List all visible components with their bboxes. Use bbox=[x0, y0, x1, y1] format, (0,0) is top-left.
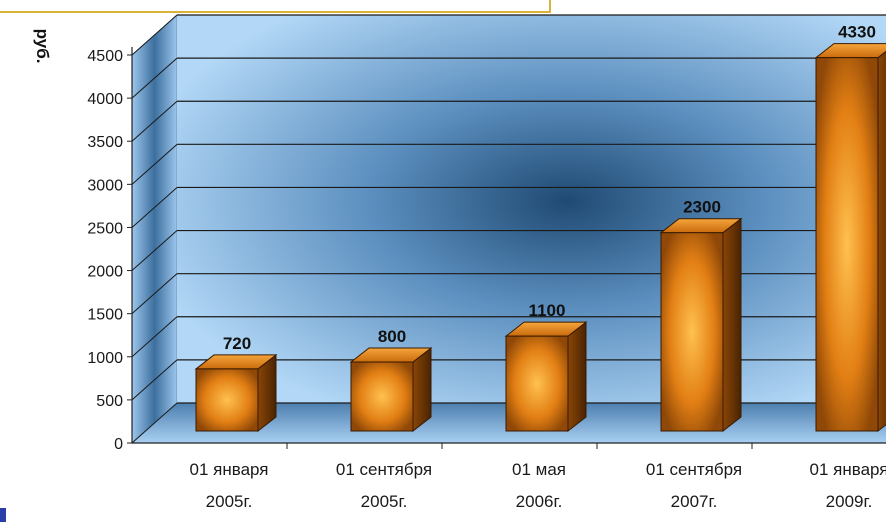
bar-front bbox=[195, 368, 259, 432]
data-label: 2300 bbox=[683, 198, 721, 217]
x-tick-label: 01 сентября bbox=[646, 460, 742, 479]
y-tick-label: 4500 bbox=[87, 48, 123, 65]
y-tick-label: 1500 bbox=[87, 307, 123, 324]
bar-side bbox=[567, 321, 587, 433]
x-tick-label-year: 2009г. bbox=[826, 492, 873, 511]
bar-front bbox=[350, 361, 414, 432]
gridline-diagonal bbox=[131, 143, 178, 185]
gridline-diagonal bbox=[131, 273, 178, 315]
x-tick-label-year: 2005г. bbox=[361, 492, 408, 511]
x-tick-label: 01 мая bbox=[512, 460, 566, 479]
bar-front bbox=[505, 335, 569, 432]
y-tick-label: 4000 bbox=[87, 91, 123, 108]
bars bbox=[194, 43, 886, 433]
slide-marker bbox=[0, 508, 6, 522]
bar-side bbox=[877, 50, 886, 433]
gridline-diagonal bbox=[131, 230, 178, 271]
y-tick-label: 1000 bbox=[87, 350, 123, 367]
gridline-diagonal bbox=[131, 359, 178, 401]
title-box-border bbox=[0, 0, 551, 13]
y-tick-label: 2500 bbox=[87, 220, 123, 237]
gridline-diagonal bbox=[131, 100, 178, 142]
data-label: 720 bbox=[223, 334, 251, 353]
bar bbox=[504, 321, 588, 433]
labels: 0 500 1000 1500 2000 2500 3000 3500 4000 4500 720 0… bbox=[87, 23, 886, 511]
x-tick-label: 01 сентября bbox=[336, 460, 432, 479]
y-tick-label: 0 bbox=[114, 436, 123, 453]
data-label: 4330 bbox=[838, 23, 876, 42]
y-tick-label: 3000 bbox=[87, 177, 123, 194]
x-tick-label-year: 2007г. bbox=[671, 492, 718, 511]
gridline-diagonal bbox=[131, 402, 178, 444]
side-wall bbox=[131, 13, 178, 445]
axes bbox=[127, 47, 886, 449]
bar bbox=[349, 346, 433, 433]
bar-front bbox=[815, 57, 879, 432]
gridlines bbox=[131, 14, 886, 444]
y-tick-label: 3500 bbox=[87, 134, 123, 151]
gridline-diagonal bbox=[131, 187, 178, 228]
x-tick-label: 01 января bbox=[190, 460, 269, 479]
bar-front bbox=[660, 232, 724, 432]
bar bbox=[194, 353, 278, 433]
bar bbox=[814, 43, 886, 433]
data-label: 800 bbox=[378, 327, 406, 346]
bar-side bbox=[722, 217, 742, 433]
x-tick-label: 01 января bbox=[810, 460, 886, 479]
y-tick-label: 2000 bbox=[87, 264, 123, 281]
y-tick-label: 500 bbox=[96, 393, 123, 410]
x-tick-label-year: 2006г. bbox=[516, 492, 563, 511]
gridline-diagonal bbox=[131, 316, 178, 358]
gridline-diagonal bbox=[131, 14, 178, 56]
x-tick-label-year: 2005г. bbox=[206, 492, 253, 511]
data-label: 1100 bbox=[529, 301, 566, 320]
y-axis-title: руб. bbox=[33, 29, 52, 64]
bar bbox=[659, 217, 743, 433]
gridline-diagonal bbox=[131, 57, 178, 99]
